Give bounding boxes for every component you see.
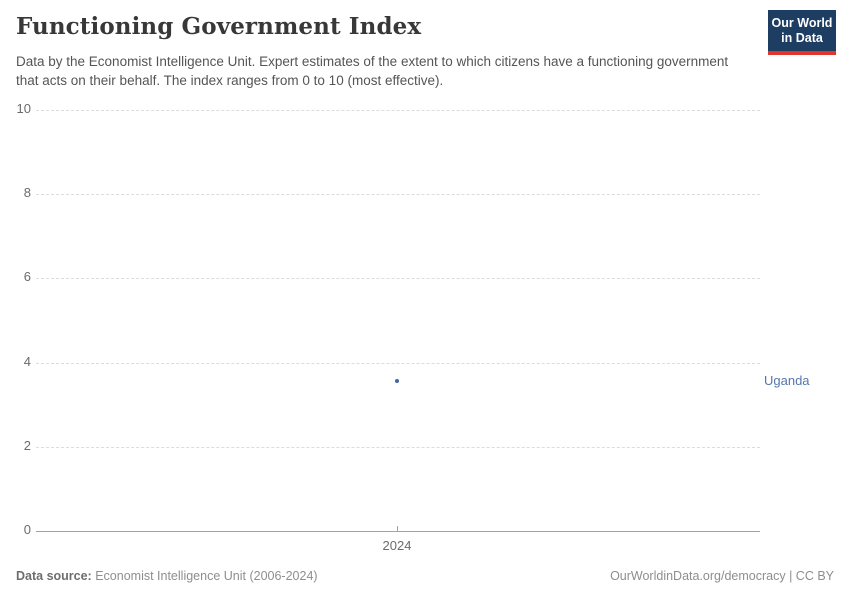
y-gridline [36,363,760,364]
page-title: Functioning Government Index [16,13,422,40]
attribution: OurWorldinData.org/democracy | CC BY [610,569,834,583]
data-point[interactable] [395,379,399,383]
y-gridline [36,110,760,111]
y-gridline [36,278,760,279]
y-tick-label: 10 [16,101,31,116]
y-tick-label: 4 [23,354,31,369]
y-gridline [36,194,760,195]
entity-label[interactable]: Uganda [764,373,810,388]
y-tick-label: 6 [23,269,31,284]
chart-subtitle: Data by the Economist Intelligence Unit.… [16,54,729,88]
owid-logo-line1: Our World [771,15,833,30]
x-axis-line [36,531,760,532]
data-source-text: Economist Intelligence Unit (2006-2024) [91,569,318,583]
owid-logo-line2: in Data [781,30,823,45]
y-gridline [36,447,760,448]
y-tick-label: 0 [23,522,31,537]
x-tick-label: 2024 [382,538,412,553]
data-source: Data source: Economist Intelligence Unit… [16,569,318,583]
y-tick-label: 8 [23,185,31,200]
y-tick-label: 2 [23,438,31,453]
data-source-label: Data source: [16,569,92,583]
x-tick-mark [397,526,398,531]
owid-logo[interactable]: Our World in Data [768,10,836,55]
